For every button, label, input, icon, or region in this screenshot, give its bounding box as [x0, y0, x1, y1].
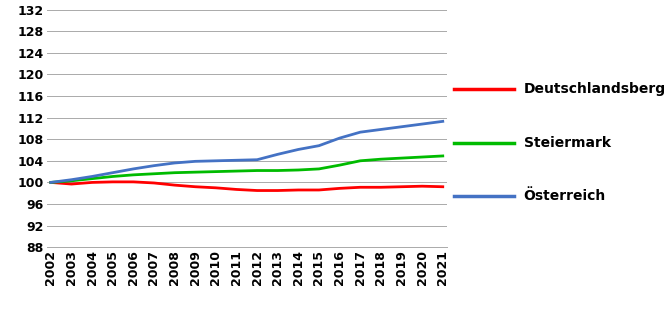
Österreich	[439, 120, 447, 123]
Österreich	[171, 161, 179, 165]
Deutschlandsberg	[171, 183, 179, 187]
Österreich	[315, 144, 323, 148]
Steiermark	[109, 175, 117, 178]
Österreich	[212, 159, 220, 163]
Steiermark	[273, 169, 281, 172]
Deutschlandsberg	[377, 185, 385, 189]
Deutschlandsberg	[336, 186, 344, 190]
Steiermark	[171, 171, 179, 175]
Deutschlandsberg	[273, 189, 281, 192]
Österreich	[336, 136, 344, 140]
Line: Deutschlandsberg: Deutschlandsberg	[51, 182, 443, 191]
Österreich	[273, 152, 281, 156]
Steiermark	[150, 172, 158, 176]
Steiermark	[294, 168, 302, 172]
Steiermark	[336, 163, 344, 167]
Steiermark	[191, 170, 199, 174]
Deutschlandsberg	[129, 180, 137, 184]
Deutschlandsberg	[67, 182, 75, 186]
Österreich	[191, 159, 199, 163]
Österreich	[109, 171, 117, 175]
Deutschlandsberg	[356, 185, 364, 189]
Deutschlandsberg	[88, 180, 96, 184]
Steiermark	[47, 180, 55, 184]
Text: Österreich: Österreich	[524, 189, 606, 203]
Steiermark	[418, 155, 426, 159]
Line: Österreich: Österreich	[51, 121, 443, 182]
Steiermark	[67, 179, 75, 183]
Deutschlandsberg	[294, 188, 302, 192]
Österreich	[398, 125, 406, 129]
Österreich	[356, 130, 364, 134]
Deutschlandsberg	[398, 185, 406, 189]
Österreich	[47, 180, 55, 184]
Deutschlandsberg	[315, 188, 323, 192]
Steiermark	[88, 177, 96, 181]
Deutschlandsberg	[253, 189, 261, 192]
Line: Steiermark: Steiermark	[51, 156, 443, 182]
Deutschlandsberg	[212, 186, 220, 190]
Deutschlandsberg	[439, 185, 447, 189]
Steiermark	[356, 159, 364, 163]
Steiermark	[377, 157, 385, 161]
Deutschlandsberg	[47, 180, 55, 184]
Steiermark	[233, 169, 241, 173]
Steiermark	[398, 156, 406, 160]
Österreich	[88, 175, 96, 178]
Österreich	[294, 147, 302, 151]
Österreich	[253, 158, 261, 162]
Deutschlandsberg	[109, 180, 117, 184]
Österreich	[150, 164, 158, 168]
Deutschlandsberg	[150, 181, 158, 185]
Steiermark	[253, 169, 261, 172]
Österreich	[67, 178, 75, 182]
Steiermark	[439, 154, 447, 158]
Text: Steiermark: Steiermark	[524, 136, 610, 150]
Österreich	[418, 122, 426, 126]
Österreich	[233, 158, 241, 162]
Steiermark	[315, 167, 323, 171]
Deutschlandsberg	[233, 188, 241, 191]
Steiermark	[212, 170, 220, 173]
Deutschlandsberg	[191, 185, 199, 189]
Text: Deutschlandsberg: Deutschlandsberg	[524, 82, 666, 96]
Deutschlandsberg	[418, 184, 426, 188]
Österreich	[129, 167, 137, 171]
Österreich	[377, 127, 385, 131]
Steiermark	[129, 173, 137, 177]
